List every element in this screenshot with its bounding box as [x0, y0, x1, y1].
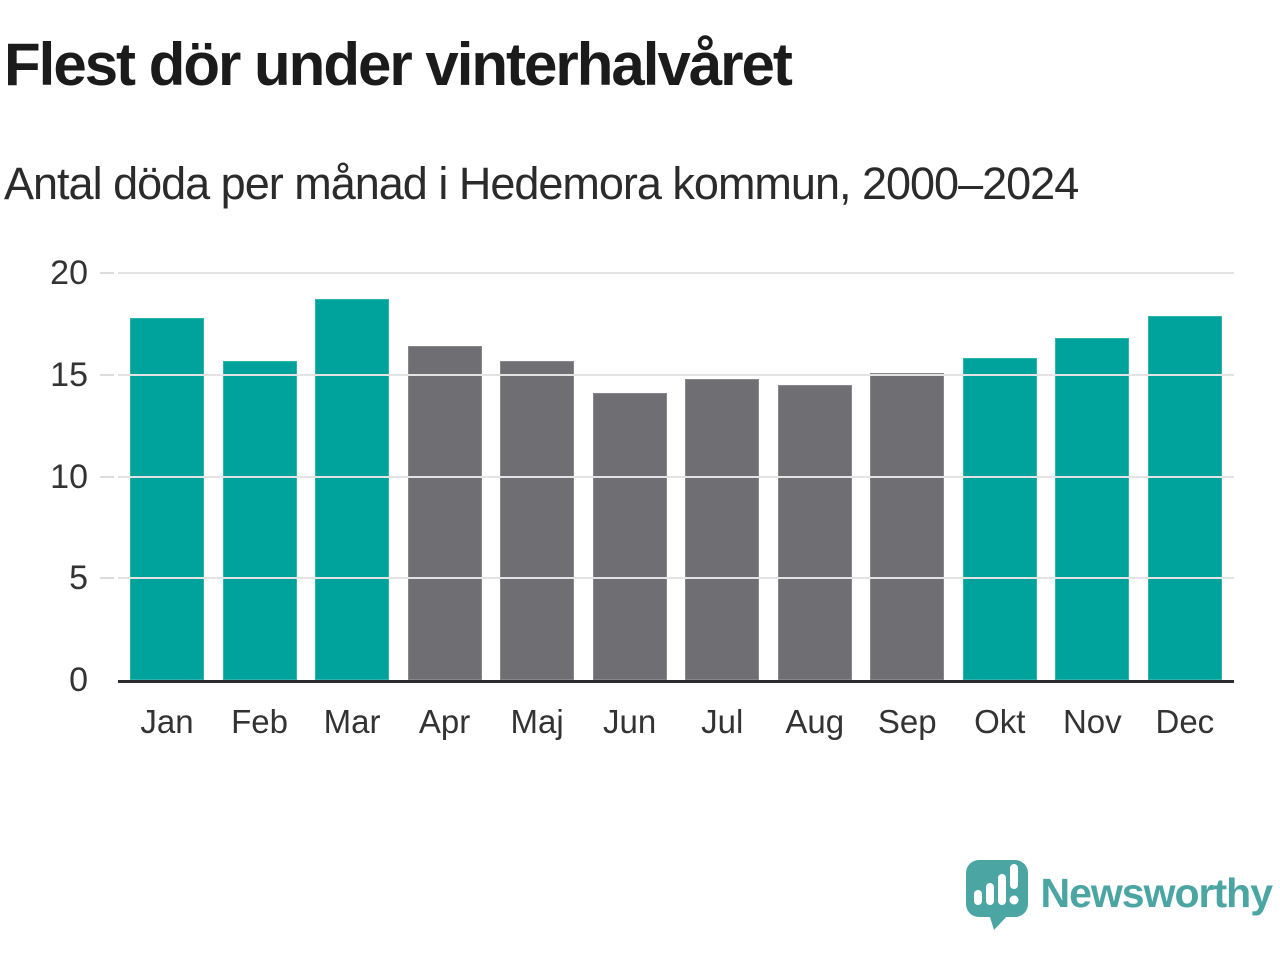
newsworthy-logo: Newsworthy [963, 858, 1273, 930]
x-axis-labels: Jan Feb Mar Apr Maj Jun Jul Aug Sep Okt Nov Dec [118, 702, 1234, 742]
y-axis-tick [100, 373, 114, 376]
newsworthy-speech-bubble-chart-icon [965, 860, 1028, 930]
y-axis-tick-label: 0 [69, 661, 88, 699]
x-axis-label-apr: Apr [418, 703, 471, 740]
bars-container [118, 273, 1234, 680]
gridline-y15 [100, 373, 1234, 376]
y-axis-tick-label: 5 [69, 559, 88, 598]
bar-jul [685, 378, 760, 680]
x-axis-label-feb: Feb [231, 703, 288, 740]
x-axis-label-maj: Maj [510, 703, 564, 740]
x-axis-label-jan: Jan [140, 703, 194, 740]
gridline-y20 [100, 272, 1234, 274]
x-axis-label-okt: Okt [974, 703, 1026, 740]
gridline-y10 [100, 475, 1234, 478]
x-axis-label-aug: Aug [785, 703, 845, 740]
x-axis-label-dec: Dec [1155, 703, 1215, 740]
y-axis-tick-label: 10 [50, 457, 88, 496]
bar-maj [500, 360, 575, 680]
bar-aug [777, 384, 852, 680]
bar-nov [1055, 338, 1130, 680]
y-axis-tick-label: 20 [50, 254, 88, 292]
x-axis-label-nov: Nov [1062, 703, 1122, 740]
y-axis-tick [100, 272, 114, 274]
x-axis-label-mar: Mar [323, 703, 381, 740]
bar-jan [130, 317, 204, 680]
bar-okt [962, 358, 1037, 680]
bar-apr [407, 346, 482, 680]
chart-title: Flest dör under vinterhalvåret [4, 31, 793, 98]
y-axis-tick [100, 475, 114, 478]
bar-mar [315, 299, 390, 680]
plot-area: 0 5 10 15 20 [50, 256, 1234, 697]
bar-feb [222, 360, 297, 680]
bar-sep [870, 372, 945, 680]
bar-jun [592, 393, 667, 680]
y-axis-tick-label: 15 [50, 355, 88, 394]
logo-wordmark: Newsworthy [1040, 870, 1273, 916]
x-axis-label-jun: Jun [603, 703, 657, 740]
bar-dec [1147, 315, 1222, 680]
chart-subtitle: Antal döda per månad i Hedemora kommun, … [4, 158, 1079, 209]
logo-bar-chart-marks [973, 864, 1018, 905]
y-axis-tick [100, 577, 114, 580]
x-axis-label-jul: Jul [701, 703, 744, 740]
gridline-y5 [100, 577, 1234, 580]
x-axis-label-sep: Sep [877, 703, 937, 740]
